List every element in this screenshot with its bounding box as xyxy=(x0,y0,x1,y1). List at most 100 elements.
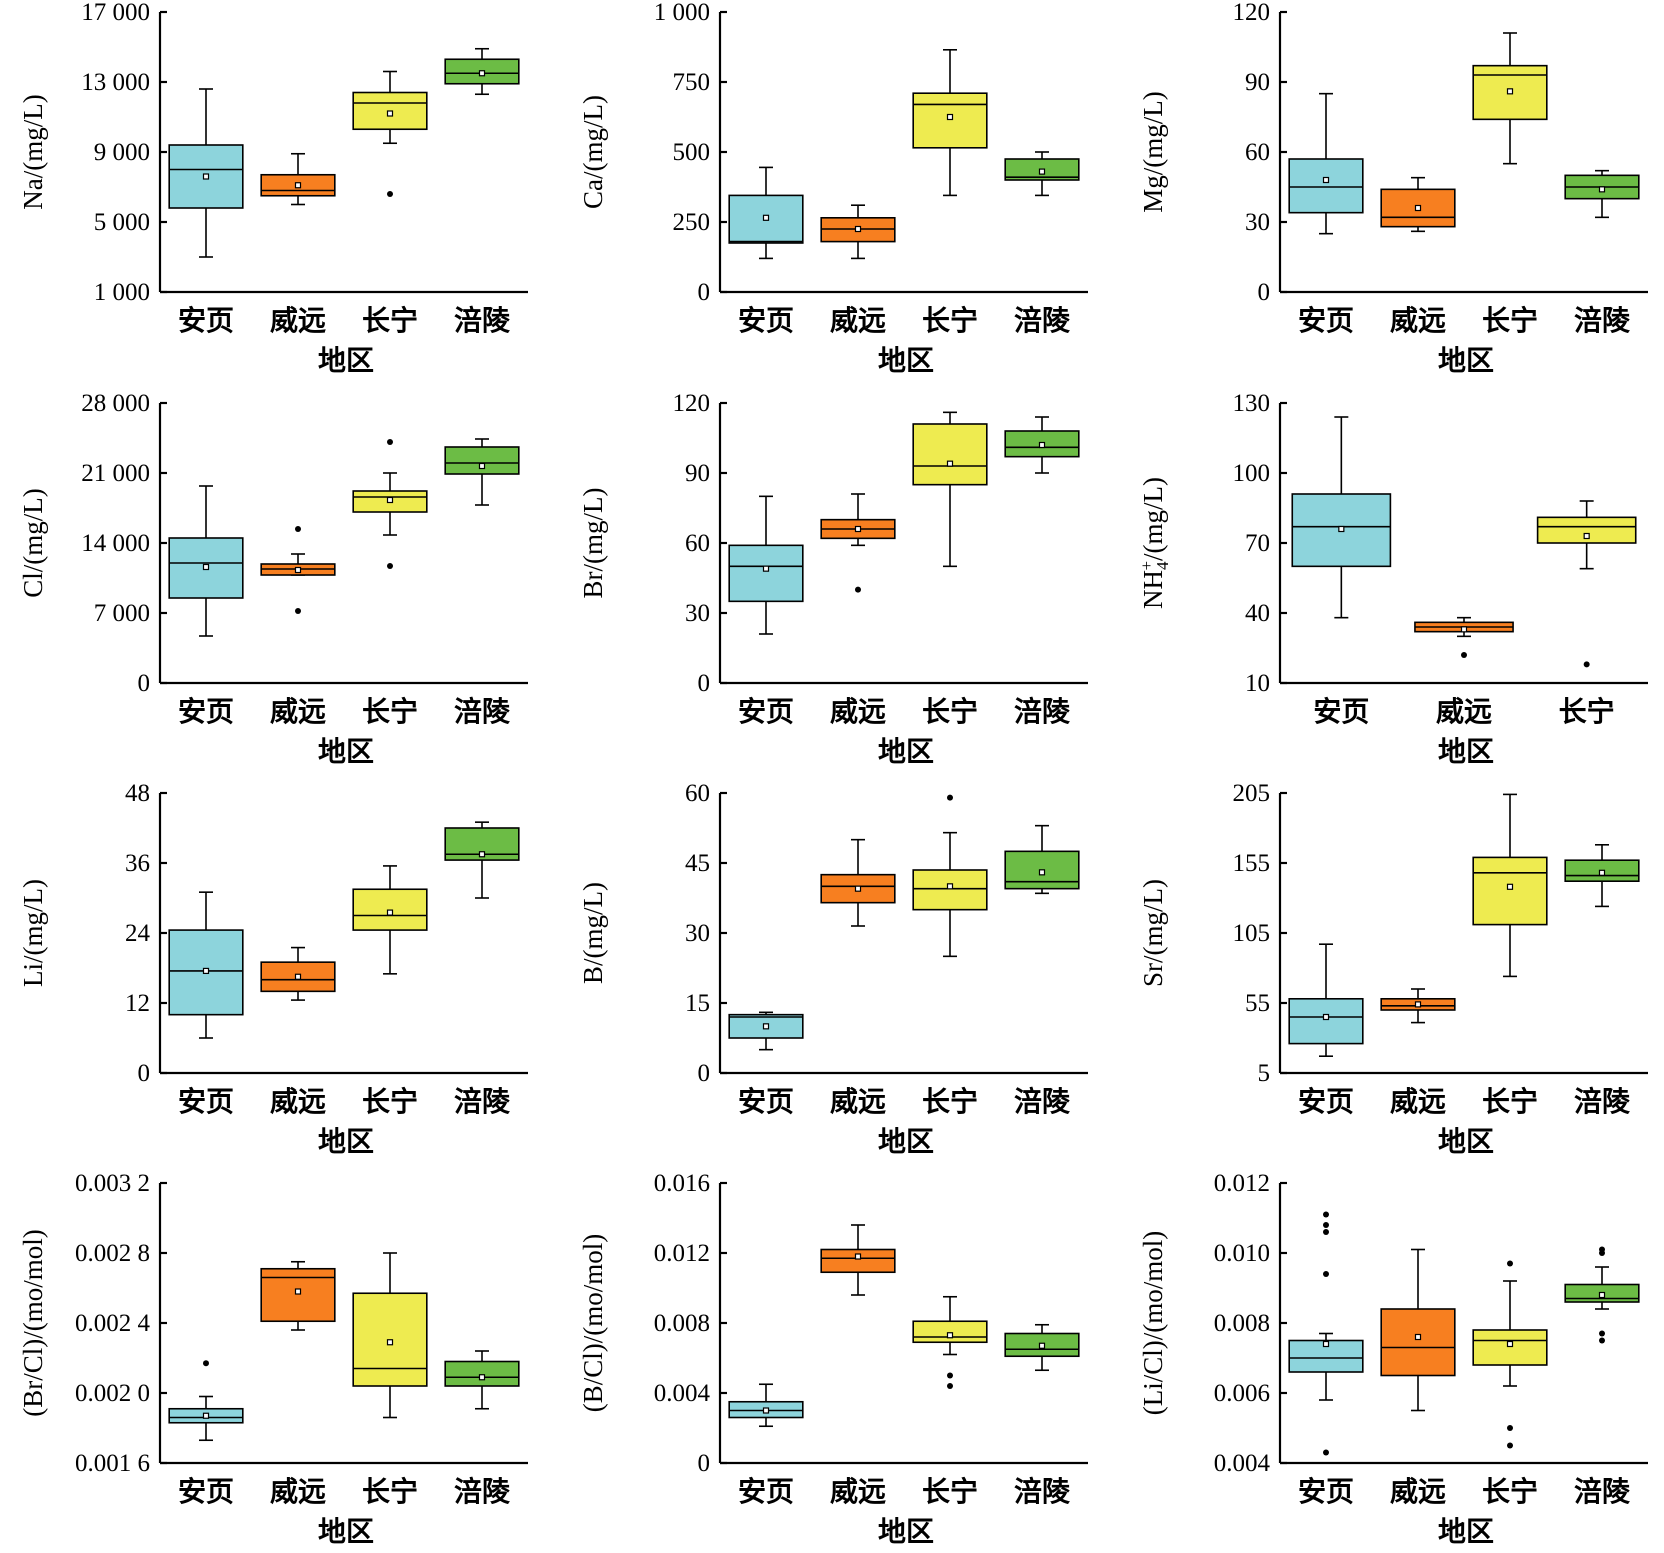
box-iqr xyxy=(1472,856,1548,926)
y-tick-label: 12 xyxy=(125,990,150,1017)
y-axis-label: Na/(mg/L) xyxy=(18,94,48,209)
y-tick-label: 30 xyxy=(1245,209,1270,236)
box-威远 xyxy=(1414,616,1514,658)
mean-marker xyxy=(386,496,394,504)
x-tick-label: 威远 xyxy=(1390,304,1446,337)
mean-marker xyxy=(946,1332,954,1339)
box-iqr xyxy=(820,1248,896,1274)
mean-marker xyxy=(478,462,486,470)
outlier-point xyxy=(295,608,301,614)
outlier-point xyxy=(947,1372,953,1379)
x-tick-label: 威远 xyxy=(830,1475,886,1508)
x-tick-label: 长宁 xyxy=(922,695,978,728)
y-tick-label: 1 000 xyxy=(654,0,710,26)
x-axis-label: 地区 xyxy=(1438,735,1494,768)
mean-marker xyxy=(202,967,210,975)
x-tick-label: 长宁 xyxy=(1559,695,1615,728)
x-tick-label: 长宁 xyxy=(1482,1475,1538,1508)
x-tick-label: 威远 xyxy=(270,695,326,728)
x-tick-label: 长宁 xyxy=(1482,304,1538,337)
mean-marker xyxy=(854,885,862,892)
mean-marker xyxy=(1322,1340,1330,1348)
x-axis-label: 地区 xyxy=(318,344,374,377)
x-tick-label: 长宁 xyxy=(362,1475,418,1508)
y-tick-label: 14 000 xyxy=(81,530,150,557)
y-tick-label: 60 xyxy=(1245,139,1270,166)
mean-marker xyxy=(762,214,770,221)
box-长宁 xyxy=(352,1252,428,1419)
x-tick-label: 安页 xyxy=(1298,304,1354,337)
mean-marker xyxy=(478,1374,486,1381)
y-tick-label: 13 000 xyxy=(81,69,150,96)
box-安页 xyxy=(168,1360,244,1442)
y-tick-label: 750 xyxy=(673,69,711,96)
x-axis-label: 地区 xyxy=(878,735,934,768)
y-tick-label: 0.008 xyxy=(654,1310,710,1337)
outlier-point xyxy=(1599,1330,1605,1337)
box-威远 xyxy=(260,946,336,1001)
box-涪陵 xyxy=(1564,169,1640,219)
y-axis-label: Br/(mg/L) xyxy=(578,488,608,599)
x-axis-label: 地区 xyxy=(878,1125,934,1158)
mean-marker xyxy=(1338,525,1345,533)
x-tick-label: 安页 xyxy=(178,1475,234,1508)
x-tick-label: 涪陵 xyxy=(1014,1085,1071,1118)
x-tick-label: 威远 xyxy=(830,1085,886,1118)
y-tick-label: 500 xyxy=(673,139,711,166)
box-涪陵 xyxy=(444,1350,520,1410)
outlier-point xyxy=(1507,1260,1513,1267)
x-tick-label: 长宁 xyxy=(922,304,978,337)
outlier-point xyxy=(1583,661,1590,668)
y-tick-label: 15 xyxy=(685,990,710,1017)
y-tick-label: 10 xyxy=(1245,670,1270,697)
box-安页 xyxy=(1288,1211,1364,1456)
y-tick-label: 0 xyxy=(138,670,151,697)
mean-marker xyxy=(478,70,486,77)
x-tick-label: 威远 xyxy=(1390,1475,1446,1508)
y-tick-label: 28 000 xyxy=(81,390,150,417)
box-涪陵 xyxy=(444,47,520,96)
y-axis-label: Cl/(mg/L) xyxy=(18,488,48,598)
y-tick-label: 7 000 xyxy=(94,600,150,627)
outlier-point xyxy=(387,439,393,445)
y-tick-label: 24 xyxy=(125,920,151,947)
y-tick-label: 0.012 xyxy=(654,1240,710,1267)
box-威远 xyxy=(820,1224,896,1296)
y-tick-label: 120 xyxy=(1233,0,1271,26)
y-tick-label: 30 xyxy=(685,920,710,947)
y-tick-label: 0.001 6 xyxy=(75,1450,150,1477)
box-长宁 xyxy=(352,439,428,569)
box-威远 xyxy=(1380,176,1456,233)
box-iqr xyxy=(444,1360,520,1387)
x-tick-label: 长宁 xyxy=(922,1475,978,1508)
box-长宁 xyxy=(912,411,988,568)
x-tick-label: 威远 xyxy=(830,304,886,337)
outlier-point xyxy=(947,794,953,801)
y-tick-label: 70 xyxy=(1245,530,1270,557)
box-长宁 xyxy=(352,865,428,975)
y-tick-label: 21 000 xyxy=(81,460,150,487)
y-axis-label: (B/Cl)/(mo/mol) xyxy=(578,1234,608,1413)
mean-marker xyxy=(478,851,486,858)
mean-marker xyxy=(294,973,302,980)
x-tick-label: 威远 xyxy=(270,1475,326,1508)
y-axis-label: NH4+/(mg/L) xyxy=(1137,477,1172,609)
chart-panel-1: 1 000 5 000 9 000 13 000 17 000 Na/(mg/L) 安页 威远… xyxy=(18,0,528,377)
box-安页 xyxy=(728,166,804,260)
x-tick-label: 长宁 xyxy=(1482,1085,1538,1118)
box-iqr xyxy=(260,1267,336,1323)
x-axis-label: 地区 xyxy=(318,1125,374,1158)
box-涪陵 xyxy=(1004,1323,1080,1372)
mean-marker xyxy=(1598,1291,1606,1299)
box-长宁 xyxy=(1472,1260,1548,1449)
y-axis-label: B/(mg/L) xyxy=(578,882,608,984)
outlier-point xyxy=(1599,1246,1605,1253)
outlier-point xyxy=(1507,1425,1513,1431)
y-tick-label: 90 xyxy=(685,460,710,487)
box-威远 xyxy=(1380,1248,1456,1412)
box-iqr xyxy=(1472,1329,1548,1366)
x-tick-label: 安页 xyxy=(1298,1475,1354,1508)
